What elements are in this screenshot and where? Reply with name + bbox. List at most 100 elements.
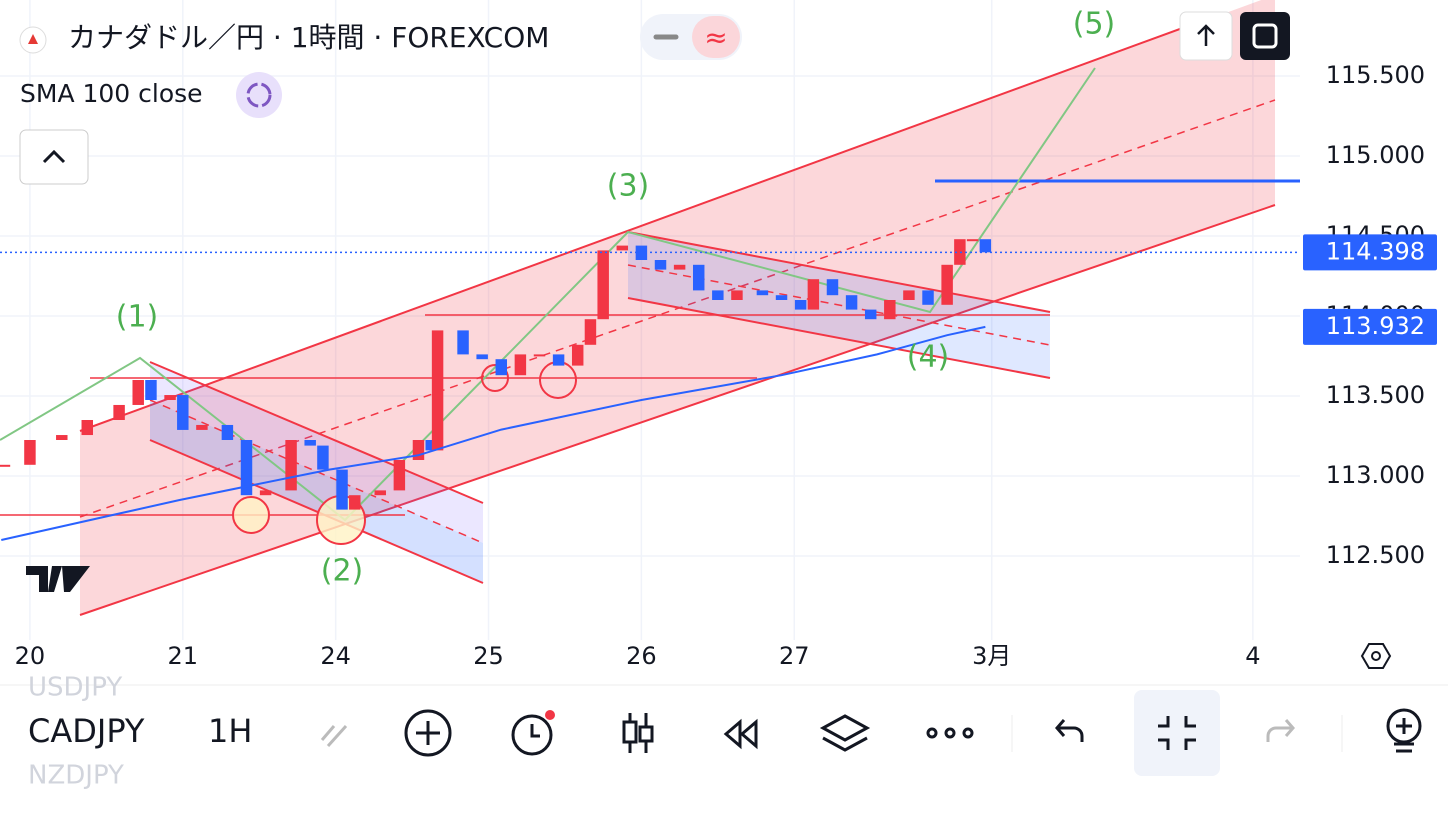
add-button[interactable] — [404, 709, 452, 757]
candle — [654, 260, 667, 270]
sma-line — [1, 325, 986, 541]
symbol-option[interactable]: NZDJPY — [28, 761, 124, 791]
candle — [941, 264, 953, 305]
draw-tool[interactable] — [320, 724, 348, 748]
candle — [922, 290, 934, 305]
layers-button[interactable] — [819, 714, 871, 752]
indicator-icon[interactable] — [236, 72, 282, 118]
ideas-button[interactable] — [1386, 708, 1422, 744]
circle — [232, 496, 270, 534]
candle — [196, 424, 208, 430]
candle — [336, 469, 348, 510]
x-tick-label: 21 — [168, 642, 199, 670]
candle — [56, 435, 68, 440]
alert-button[interactable] — [511, 714, 553, 756]
interval[interactable]: 1H — [208, 712, 252, 750]
channel-line — [149, 361, 484, 504]
candle — [495, 359, 508, 376]
candle — [476, 354, 488, 360]
x-tick-label: 20 — [15, 642, 46, 670]
candle — [712, 290, 724, 300]
candle — [775, 295, 788, 300]
candle — [597, 250, 609, 320]
candle — [692, 264, 705, 291]
channel-line — [627, 231, 1051, 313]
candle — [259, 490, 272, 496]
badge — [545, 710, 555, 720]
channel-fill — [150, 362, 483, 543]
candle — [425, 440, 437, 451]
wave-label: (1) — [116, 300, 159, 335]
y-tick-label: 113.000 — [1326, 461, 1425, 489]
channel-fill — [150, 400, 483, 583]
plot — [0, 239, 1300, 541]
more-button[interactable] — [926, 727, 974, 739]
price-label-box — [1303, 308, 1437, 345]
wave-label: (3) — [607, 169, 650, 204]
icon — [622, 720, 638, 744]
price-label-box — [1303, 234, 1437, 271]
candle — [514, 354, 527, 376]
collapse-button[interactable] — [19, 129, 89, 185]
candle — [903, 290, 915, 300]
candle — [113, 404, 125, 420]
wave-label: (5) — [1073, 7, 1116, 42]
candle — [81, 420, 93, 436]
candle — [145, 380, 157, 400]
candle — [807, 279, 820, 310]
wave-line — [0, 67, 1096, 522]
wave-label: (4) — [907, 340, 950, 375]
candle — [979, 239, 992, 253]
price-label: 114.398 — [1326, 237, 1425, 265]
candle — [24, 440, 36, 465]
candle — [457, 330, 469, 355]
collapse-layout[interactable] — [1134, 690, 1220, 776]
candle — [794, 300, 807, 310]
settings-icon[interactable] — [1360, 643, 1392, 669]
redo-button[interactable] — [1266, 719, 1295, 742]
icon — [1394, 718, 1414, 753]
replay-button[interactable] — [723, 718, 758, 750]
channel-line — [149, 439, 484, 584]
icon — [1371, 651, 1381, 661]
channel-mid — [79, 99, 1276, 518]
indicator-name: SMA 100 close — [20, 79, 203, 108]
candle — [731, 290, 743, 300]
symbol[interactable]: CADJPY — [28, 712, 145, 750]
candle — [132, 380, 144, 405]
channel-mid — [149, 399, 484, 544]
x-tick-label: 25 — [473, 642, 504, 670]
chart-title: カナダドル／円 · 1時間 · FOREXCOM — [68, 21, 549, 54]
candle — [884, 300, 896, 320]
x-tick-label: 27 — [779, 642, 810, 670]
wave-labels: (1) (2) (3) (4) (5) — [116, 7, 1116, 589]
flag-leaf — [28, 34, 38, 44]
icon — [1252, 23, 1278, 49]
candle — [533, 354, 546, 357]
symbol-option[interactable]: USDJPY — [28, 673, 122, 703]
icon — [246, 82, 272, 108]
wave-label: (2) — [321, 554, 364, 589]
candle — [845, 295, 858, 310]
x-tick-label: 3月 — [972, 642, 1011, 670]
icon: ≈ — [704, 21, 727, 54]
candle — [0, 464, 11, 467]
x-tick-label: 4 — [1245, 642, 1260, 670]
logo — [26, 566, 90, 592]
candle — [177, 395, 189, 430]
candle — [349, 495, 361, 510]
fullscreen-button[interactable] — [1240, 12, 1290, 60]
icon — [638, 725, 654, 743]
candle — [285, 440, 297, 491]
candle — [317, 445, 329, 470]
icon — [1197, 24, 1215, 46]
candle — [966, 239, 979, 242]
candle — [304, 440, 316, 446]
toggle-on[interactable] — [692, 16, 740, 58]
candle — [616, 245, 629, 251]
y-tick-label: 115.500 — [1326, 61, 1425, 89]
candle — [826, 279, 839, 296]
candle — [571, 344, 584, 366]
undo-button[interactable] — [1055, 719, 1084, 742]
